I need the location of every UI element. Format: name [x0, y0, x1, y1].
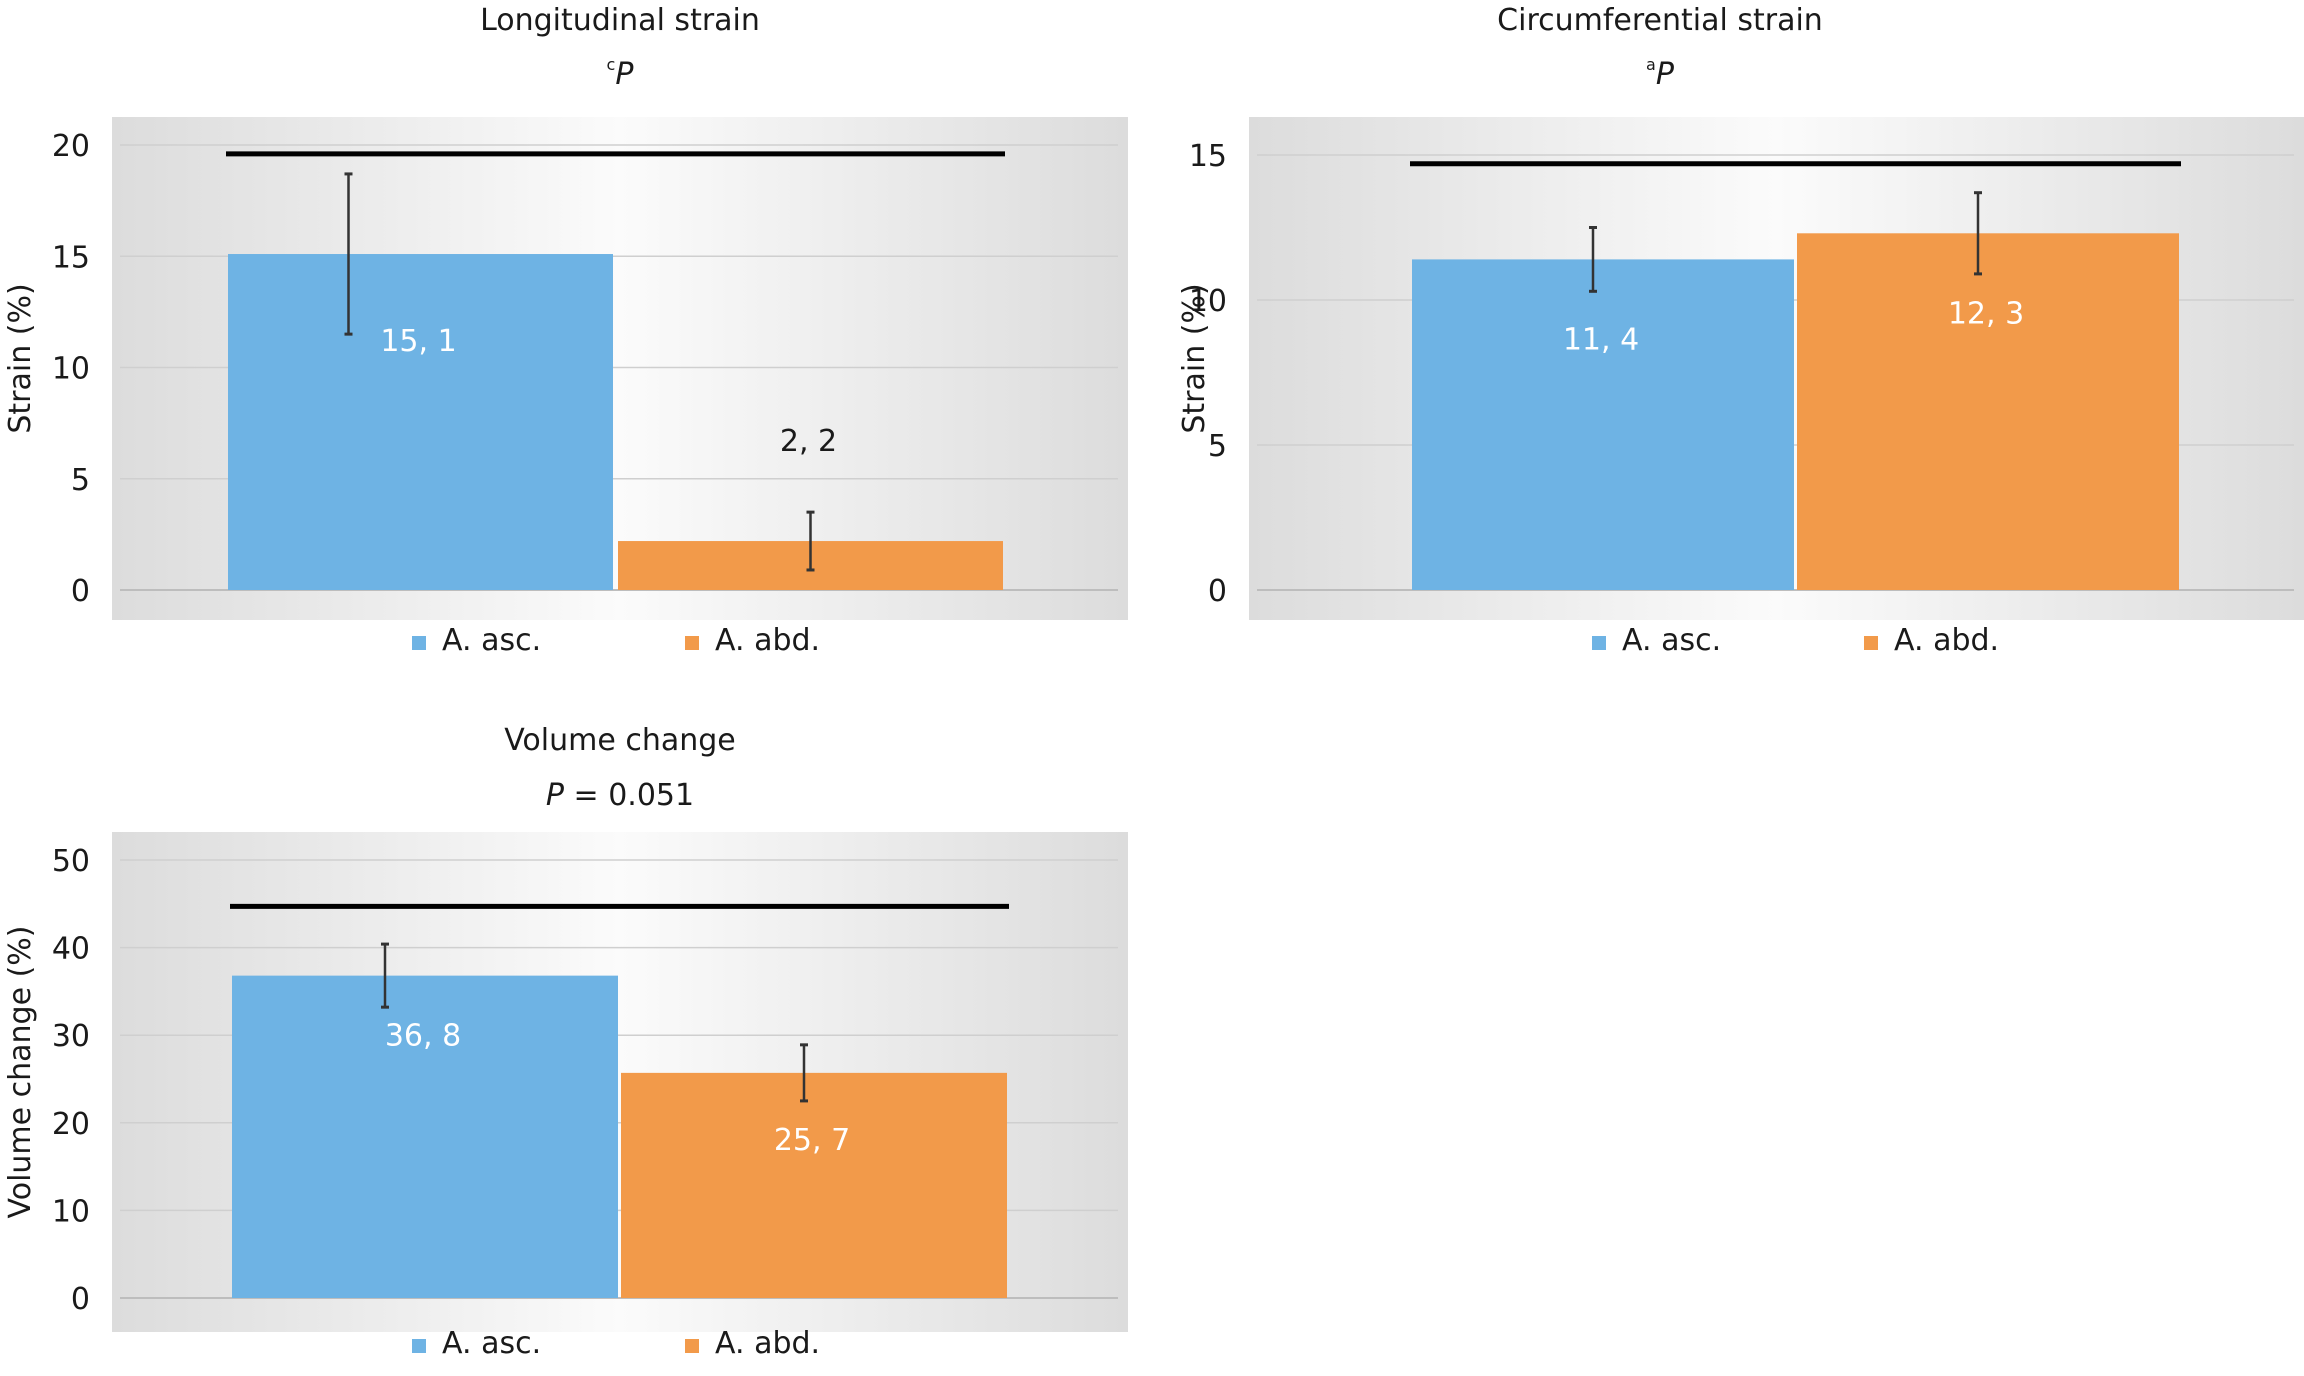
bar-abd	[1797, 233, 2179, 591]
legend: A. asc. A. abd.	[1592, 623, 1999, 658]
chart-volume-change: 0 10 20 30 40 50 Volume change P = 0.051 Volume …	[0, 705, 1152, 1376]
y-tick-label: 10	[52, 352, 90, 387]
error-bar	[344, 172, 353, 336]
error-bar	[381, 942, 389, 1009]
chart-subtitle: cP	[607, 55, 635, 92]
data-label: 36, 8	[385, 1019, 461, 1054]
data-label: 2, 2	[780, 424, 837, 459]
legend-label: A. abd.	[715, 623, 820, 658]
y-tick-label: 5	[1208, 429, 1227, 464]
chart-title: Circumferential strain	[1497, 3, 1823, 38]
chart-svg: 0 5 10 15 Circumferential strain aP Strain (%)…	[1177, 3, 2304, 658]
chart-title: Longitudinal strain	[480, 3, 760, 38]
subtitle-superscript: c	[607, 55, 616, 74]
y-axis-label: Strain (%)	[1177, 283, 1212, 433]
y-axis-label: Volume change (%)	[3, 926, 38, 1219]
legend-label: A. abd.	[715, 1326, 820, 1361]
legend-label: A. abd.	[1894, 623, 1999, 658]
chart-longitudinal-strain: 0 5 10 15 20 Longitudinal strain cP Strain (%) 1…	[0, 0, 1152, 690]
legend-swatch	[412, 636, 426, 650]
y-tick-label: 40	[52, 932, 90, 967]
chart-svg: 0 5 10 15 20 Longitudinal strain cP Strain (%) 1…	[3, 3, 1128, 658]
y-axis-label: Strain (%)	[3, 283, 38, 433]
y-tick-label: 10	[52, 1194, 90, 1229]
subtitle-p: P	[546, 778, 565, 813]
data-label: 12, 3	[1948, 296, 2024, 331]
subtitle-p: P	[1656, 57, 1675, 92]
y-tick-label: 15	[52, 240, 90, 275]
subtitle-value: = 0.051	[564, 778, 694, 813]
legend-label: A. asc.	[442, 623, 541, 658]
data-label: 11, 4	[1563, 322, 1639, 357]
subtitle-superscript: a	[1646, 55, 1656, 74]
legend-swatch	[412, 1339, 426, 1353]
chart-subtitle: aP	[1646, 55, 1675, 92]
subtitle-p: P	[615, 57, 634, 92]
error-bar	[800, 1043, 808, 1103]
chart-subtitle: P = 0.051	[546, 778, 694, 813]
y-tick-label: 20	[52, 1107, 90, 1142]
legend-swatch	[1592, 636, 1606, 650]
legend: A. asc. A. abd.	[412, 623, 820, 658]
error-bar	[1589, 226, 1597, 293]
legend-swatch	[685, 636, 699, 650]
legend: A. asc. A. abd.	[412, 1326, 820, 1361]
chart-svg: 0 10 20 30 40 50 Volume change P = 0.051 Volume …	[3, 723, 1128, 1361]
error-bar	[806, 510, 815, 572]
legend-label: A. asc.	[1622, 623, 1721, 658]
chart-title: Volume change	[504, 723, 736, 758]
y-tick-label: 5	[71, 463, 90, 498]
legend-swatch	[685, 1339, 699, 1353]
y-tick-label: 0	[1208, 574, 1227, 609]
y-tick-label: 0	[71, 1282, 90, 1317]
y-tick-label: 15	[1189, 139, 1227, 174]
bar-asc	[232, 975, 618, 1298]
chart-circumferential-strain: 0 5 10 15 Circumferential strain aP Strain (%)…	[1152, 0, 2304, 690]
legend-swatch	[1864, 636, 1878, 650]
legend-label: A. asc.	[442, 1326, 541, 1361]
error-bar	[1974, 191, 1982, 276]
y-tick-label: 0	[71, 574, 90, 609]
y-tick-label: 30	[52, 1019, 90, 1054]
data-label: 15, 1	[380, 324, 456, 359]
y-tick-label: 50	[52, 844, 90, 879]
bar-asc	[228, 254, 613, 590]
data-label: 25, 7	[774, 1123, 850, 1158]
bar-abd	[621, 1072, 1007, 1298]
y-tick-label: 10	[1189, 284, 1227, 319]
y-tick-label: 20	[52, 129, 90, 164]
bar-asc	[1412, 259, 1794, 590]
